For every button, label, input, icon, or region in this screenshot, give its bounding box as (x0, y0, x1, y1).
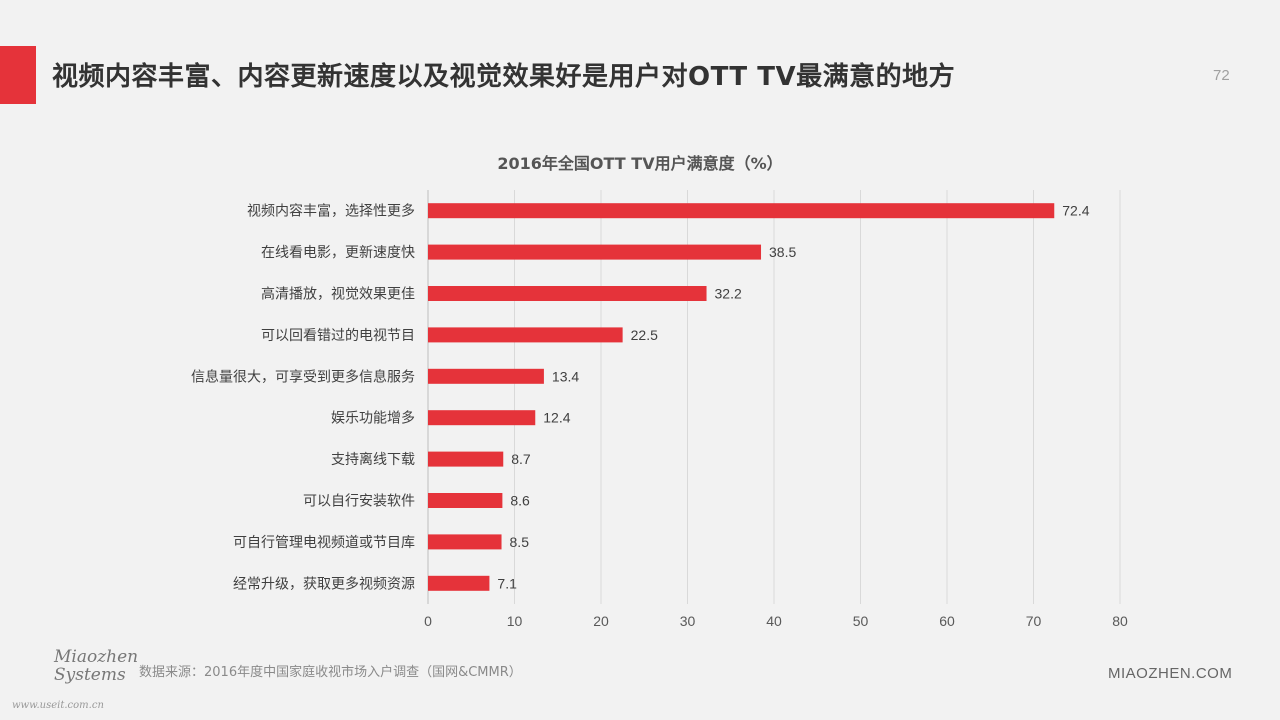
data-label: 32.2 (715, 286, 742, 302)
data-label: 72.4 (1062, 203, 1089, 219)
x-tick-label: 60 (939, 613, 955, 629)
bar (428, 493, 503, 508)
category-label: 视频内容丰富，选择性更多 (247, 203, 415, 220)
data-label: 7.1 (497, 575, 517, 591)
data-label: 8.6 (510, 493, 530, 509)
x-tick-label: 20 (593, 613, 609, 629)
x-tick-label: 30 (680, 613, 696, 629)
category-label: 可以自行安装软件 (303, 494, 415, 510)
bar (428, 410, 536, 426)
data-label: 13.4 (552, 368, 579, 384)
bar (428, 368, 544, 384)
x-tick-label: 0 (424, 613, 432, 629)
bar (428, 327, 623, 343)
x-tick-label: 70 (1026, 613, 1042, 629)
logo-line1: Miaozhen (54, 647, 139, 667)
bar (428, 203, 1055, 219)
x-tick-label: 50 (853, 613, 869, 629)
slide-title: 视频内容丰富、内容更新速度以及视觉效果好是用户对OTT TV最满意的地方 (52, 62, 956, 92)
category-label: 信息量很大，可享受到更多信息服务 (191, 368, 415, 385)
data-label: 8.5 (510, 534, 530, 550)
x-tick-label: 40 (766, 613, 782, 629)
category-label: 可自行管理电视频道或节目库 (233, 535, 415, 551)
bar (428, 534, 502, 550)
data-label: 12.4 (543, 410, 570, 426)
brand-url: MIAOZHEN.COM (1108, 665, 1233, 682)
watermark-text: www.useit.com.cn (12, 700, 104, 711)
category-label: 支持离线下载 (331, 451, 415, 468)
data-source-note: 数据来源：2016年度中国家庭收视市场入户调查（国网&CMMR） (139, 665, 522, 680)
category-label: 在线看电影，更新速度快 (261, 245, 415, 261)
accent-bar (0, 46, 36, 104)
chart-title: 2016年全国OTT TV用户满意度（%） (497, 154, 783, 173)
x-tick-label: 80 (1112, 613, 1128, 629)
category-label: 娱乐功能增多 (331, 410, 415, 427)
category-label: 可以回看错过的电视节目 (261, 328, 415, 344)
bar (428, 575, 490, 591)
data-label: 8.7 (511, 451, 531, 467)
bar (428, 244, 762, 260)
data-label: 22.5 (631, 327, 658, 343)
data-label: 38.5 (769, 244, 796, 260)
bar (428, 451, 504, 467)
category-label: 高清播放，视觉效果更佳 (261, 286, 415, 303)
page-number: 72 (1213, 67, 1230, 84)
logo-line2: Systems (54, 665, 126, 685)
bar (428, 286, 707, 301)
category-label: 经常升级，获取更多视频资源 (233, 575, 415, 592)
miaozhen-logo: Miaozhen Systems (54, 647, 139, 685)
x-tick-label: 10 (507, 613, 523, 629)
